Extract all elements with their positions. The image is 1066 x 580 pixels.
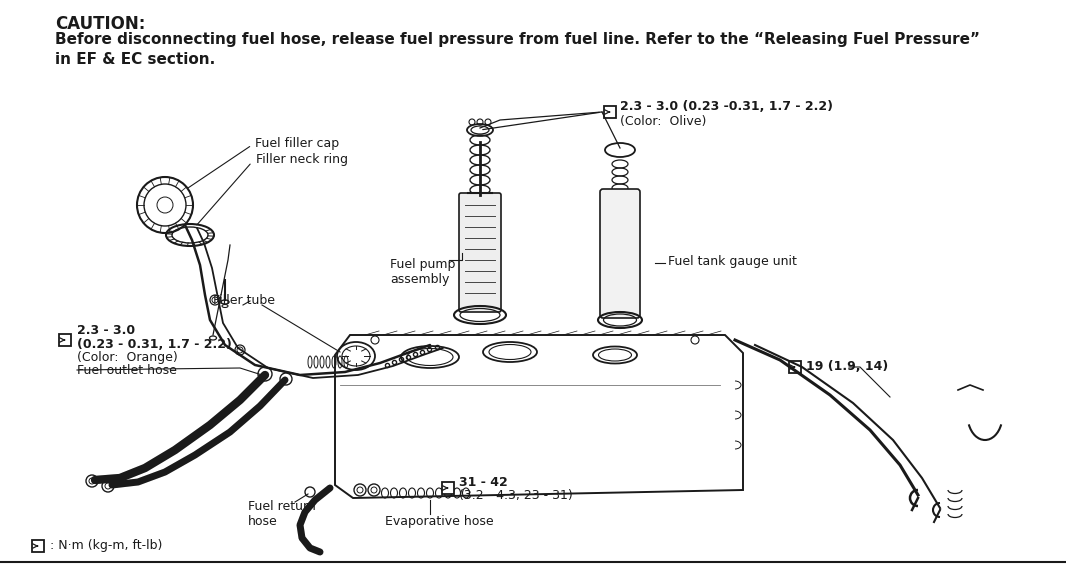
Text: Evaporative hose: Evaporative hose [385, 515, 494, 528]
FancyBboxPatch shape [459, 193, 501, 312]
Text: CAUTION:: CAUTION: [55, 15, 145, 33]
Text: 19 (1.9, 14): 19 (1.9, 14) [806, 360, 888, 372]
Text: 2.3 - 3.0 (0.23 -0.31, 1.7 - 2.2): 2.3 - 3.0 (0.23 -0.31, 1.7 - 2.2) [620, 100, 833, 114]
Text: Fuel tank gauge unit: Fuel tank gauge unit [668, 256, 797, 269]
Text: Before disconnecting fuel hose, release fuel pressure from fuel line. Refer to t: Before disconnecting fuel hose, release … [55, 32, 980, 47]
Text: Fuel outlet hose: Fuel outlet hose [77, 364, 177, 376]
FancyBboxPatch shape [442, 482, 454, 494]
Text: Filler tube: Filler tube [213, 293, 275, 306]
FancyBboxPatch shape [59, 334, 71, 346]
Text: 31 - 42: 31 - 42 [459, 476, 507, 488]
Text: (Color:  Orange): (Color: Orange) [77, 350, 178, 364]
Text: 2.3 - 3.0: 2.3 - 3.0 [77, 324, 135, 338]
Text: (3.2 - 4.3, 23 - 31): (3.2 - 4.3, 23 - 31) [459, 488, 572, 502]
Text: (0.23 - 0.31, 1.7 - 2.2): (0.23 - 0.31, 1.7 - 2.2) [77, 338, 232, 350]
Text: : N·m (kg-m, ft-lb): : N·m (kg-m, ft-lb) [50, 539, 162, 552]
Text: (Color:  Olive): (Color: Olive) [620, 114, 707, 128]
FancyBboxPatch shape [32, 540, 44, 552]
Text: Fuel pump
assembly: Fuel pump assembly [390, 258, 455, 286]
Text: Fuel return
hose: Fuel return hose [248, 500, 316, 528]
FancyBboxPatch shape [604, 106, 616, 118]
FancyBboxPatch shape [600, 189, 640, 318]
Text: Filler neck ring: Filler neck ring [256, 154, 348, 166]
Text: Fuel filler cap: Fuel filler cap [255, 136, 339, 150]
FancyBboxPatch shape [789, 361, 801, 373]
Text: in EF & EC section.: in EF & EC section. [55, 52, 215, 67]
